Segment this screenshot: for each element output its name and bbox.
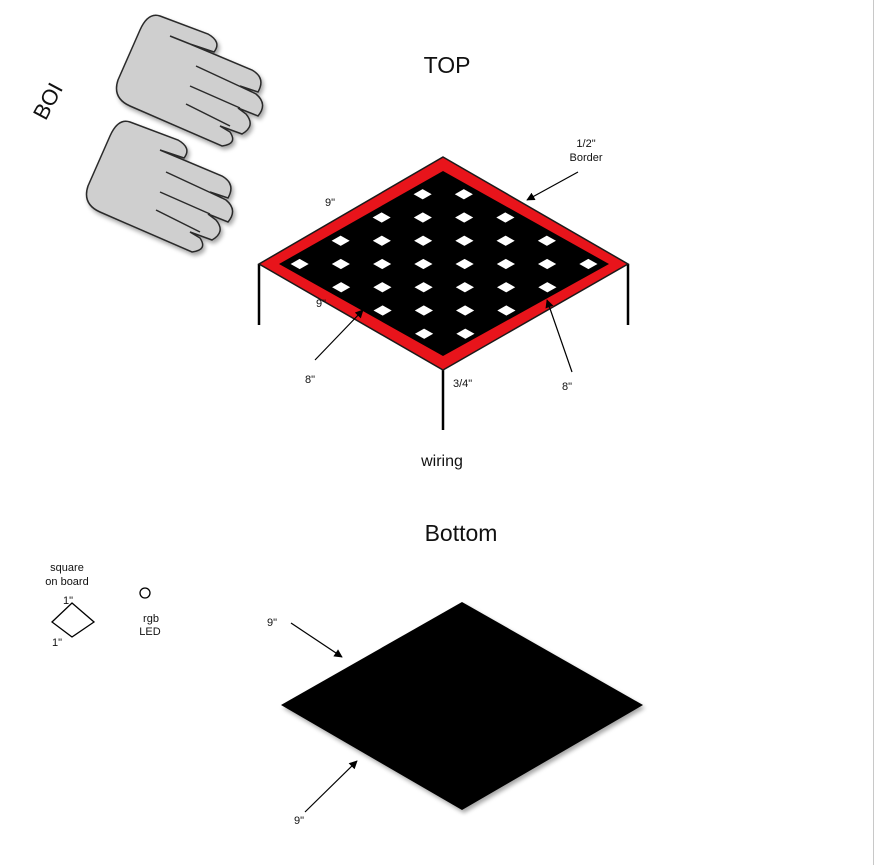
- dim-left-inner-label: 9": [316, 298, 327, 310]
- dim-arrow-left: [314, 309, 364, 361]
- checker-square: [496, 235, 515, 246]
- board-legs: [257, 264, 630, 430]
- top-title: TOP: [423, 52, 471, 78]
- rgb-led-icon: [139, 587, 151, 599]
- upper-hand-icon: [115, 14, 264, 147]
- lower-hand-icon: [85, 120, 234, 253]
- bottom-dim-upper-label: 9": [267, 617, 278, 629]
- checker-square: [331, 235, 350, 246]
- bottom-arrow-upper: [290, 622, 343, 658]
- checker-square: [496, 258, 515, 270]
- checker-square: [579, 258, 598, 270]
- checker-square: [496, 212, 515, 223]
- checker-square: [415, 328, 434, 339]
- checker-square: [497, 282, 516, 293]
- legend-led-line2: LED: [139, 626, 161, 638]
- checker-square: [455, 212, 474, 223]
- legend-square-dim-bottom: 1": [52, 637, 63, 649]
- legend-led-line1: rgb: [143, 613, 159, 625]
- border-dim-label: 1/2": [576, 138, 596, 150]
- checker-square: [456, 305, 475, 316]
- checker-square: [414, 305, 433, 316]
- checker-square: [373, 258, 392, 270]
- dim-leg-label: 3/4": [453, 378, 473, 390]
- checker-square: [373, 305, 392, 316]
- checker-square: [454, 189, 473, 200]
- checker-square: [455, 258, 474, 270]
- checker-square: [372, 235, 391, 246]
- checker-square: [414, 258, 433, 270]
- legend-square-dim-top: 1": [63, 595, 74, 607]
- dim-top-left-label: 9": [325, 197, 336, 209]
- dim-arrow-right: [545, 299, 573, 373]
- wiring-label: wiring: [421, 453, 463, 470]
- checker-square: [373, 282, 392, 293]
- checker-square: [290, 258, 309, 270]
- bottom-arrow-lower: [304, 760, 358, 813]
- checker-square: [455, 235, 474, 246]
- hands-icon: [85, 14, 264, 253]
- bottom-plate: [281, 602, 643, 810]
- checker-square: [538, 258, 557, 270]
- bottom-title: Bottom: [424, 520, 498, 546]
- bottom-dim-lower-label: 9": [294, 815, 305, 827]
- page-edge-rule: [873, 0, 874, 865]
- checker-squares: [290, 189, 598, 339]
- checker-square: [413, 189, 432, 200]
- legend-square-line1: square: [50, 562, 84, 574]
- checker-square: [414, 235, 433, 246]
- dim-8-right-label: 8": [562, 381, 573, 393]
- checker-square: [497, 305, 516, 316]
- dim-8-left-label: 8": [305, 374, 316, 386]
- checker-square: [414, 282, 433, 293]
- legend-square-line2: on board: [45, 576, 89, 588]
- checker-square: [538, 282, 557, 293]
- checker-square: [537, 235, 556, 246]
- checker-square: [372, 212, 391, 223]
- checker-square: [455, 282, 474, 293]
- checker-square: [331, 258, 350, 270]
- square-on-board-icon: [50, 602, 96, 638]
- border-arrow: [526, 171, 579, 201]
- checker-square: [413, 212, 432, 223]
- border-word-label: Border: [569, 152, 603, 164]
- checker-square: [332, 282, 351, 293]
- checker-square: [456, 328, 475, 339]
